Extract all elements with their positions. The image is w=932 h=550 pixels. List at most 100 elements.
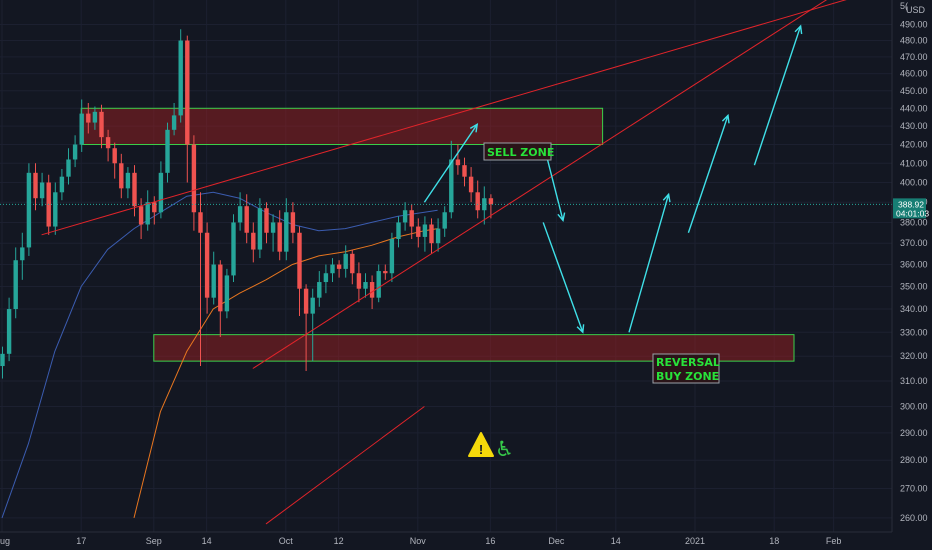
candles (0, 29, 494, 379)
date-tick-label: 14 (611, 536, 621, 546)
candle-body (178, 40, 183, 116)
currency-label: USD (906, 5, 926, 15)
sell-zone-label: SELL ZONE (483, 142, 554, 161)
sell-zone-box (80, 107, 604, 146)
buy-zone-label-box (652, 353, 720, 384)
projection-arrow-head (557, 212, 566, 222)
candle-body (125, 172, 131, 189)
candle-body (257, 208, 263, 250)
candle-body (389, 239, 395, 274)
time-axis[interactable]: Aug 17 Sep 14 Oct 12 Nov 16 Dec 14 2021 18 Feb (0, 536, 841, 546)
current-price-label: 388.92 04:01:03 (893, 198, 929, 219)
candle-body (264, 208, 269, 233)
candle-body (237, 206, 243, 223)
candle-body (33, 172, 38, 199)
candle-body (402, 210, 408, 223)
trendlines (41, 0, 847, 525)
candle-body (396, 222, 401, 240)
candle-body (13, 260, 18, 310)
date-tick-label: 12 (334, 536, 344, 546)
buy-zone-label-line2: BUY ZONE (656, 370, 719, 383)
candle-body (488, 198, 494, 205)
candle-body (429, 224, 434, 244)
candle-body (475, 192, 480, 211)
sell-zone-label-text: SELL ZONE (487, 146, 554, 159)
date-tick-label: Feb (826, 536, 842, 546)
candle-body (59, 176, 65, 193)
trendline-upper-resistance (41, 0, 847, 236)
candle-body (317, 282, 322, 298)
candle-body (99, 111, 104, 138)
price-tick-label: 300.00 (900, 402, 928, 412)
candle-body (284, 212, 289, 252)
warning-icon (468, 432, 494, 457)
wheelchair-icon: ♿ (495, 437, 514, 461)
candle-body (422, 224, 428, 237)
date-tick-label: 2021 (685, 536, 705, 546)
candle-body (363, 282, 368, 289)
current-price-value: 388.92 (898, 199, 924, 209)
candle-body (119, 163, 124, 189)
price-tick-label: 440.00 (900, 103, 928, 113)
candle-body (39, 182, 45, 199)
candle-body (468, 176, 474, 193)
date-tick-label: Dec (548, 536, 565, 546)
moving-average-blue (1, 191, 438, 519)
date-tick-label: 14 (202, 536, 212, 546)
date-tick-label: Nov (410, 536, 427, 546)
price-tick-label: 460.00 (900, 69, 928, 79)
candle-body (343, 253, 348, 269)
price-tick-label: 320.00 (900, 351, 928, 361)
candle-body (204, 232, 210, 298)
price-tick-label: 290.00 (900, 428, 928, 438)
warning-icon-mark: ! (479, 442, 483, 457)
date-tick-label: Oct (279, 536, 294, 546)
candle-body (462, 165, 467, 177)
candle-body (0, 353, 5, 367)
buy-zone-label-line1: REVERSAL (656, 356, 720, 369)
candle-body (369, 282, 375, 298)
candle-body (165, 129, 170, 173)
candle-body (20, 247, 25, 261)
candle-body (310, 297, 315, 314)
candle-body (171, 115, 177, 130)
projection-arrow-head (794, 24, 803, 35)
price-tick-label: 340.00 (900, 304, 928, 314)
candle-body (158, 172, 164, 213)
candle-body (231, 222, 236, 276)
projection-arrow (753, 25, 802, 166)
bar-countdown: 04:01:03 (896, 208, 929, 218)
price-tick-label: 330.00 (900, 327, 928, 337)
price-tick-label: 280.00 (900, 455, 928, 465)
price-tick-label: 400.00 (900, 177, 928, 187)
candle-body (53, 192, 58, 227)
candle-body (356, 273, 362, 289)
candle-body (277, 222, 282, 252)
candle-body (211, 264, 216, 298)
price-tick-label: 360.00 (900, 260, 928, 270)
candle-body (303, 288, 309, 314)
candle-body (244, 206, 249, 233)
price-tick-label: 420.00 (900, 140, 928, 150)
price-tick-label: 410.00 (900, 158, 928, 168)
trendline-lower-channel (265, 406, 425, 525)
candle-body (152, 202, 157, 213)
candle-body (224, 275, 230, 312)
price-axis-header: 5( USD (900, 1, 926, 15)
candle-body (132, 172, 137, 207)
candle-body (336, 264, 342, 269)
candle-body (442, 212, 447, 229)
candle-body (145, 202, 150, 225)
projection-arrow (687, 115, 729, 233)
candle-body (435, 228, 441, 244)
candle-body (330, 264, 335, 274)
candle-body (72, 144, 78, 160)
candle-body (290, 212, 296, 233)
warning-emojis: ! ♿ (468, 432, 514, 461)
price-tick-label: 480.00 (900, 36, 928, 46)
sell-zone-label-box (483, 142, 552, 161)
trendline-lower-support (252, 0, 828, 369)
price-tick-label: 270.00 (900, 484, 928, 494)
